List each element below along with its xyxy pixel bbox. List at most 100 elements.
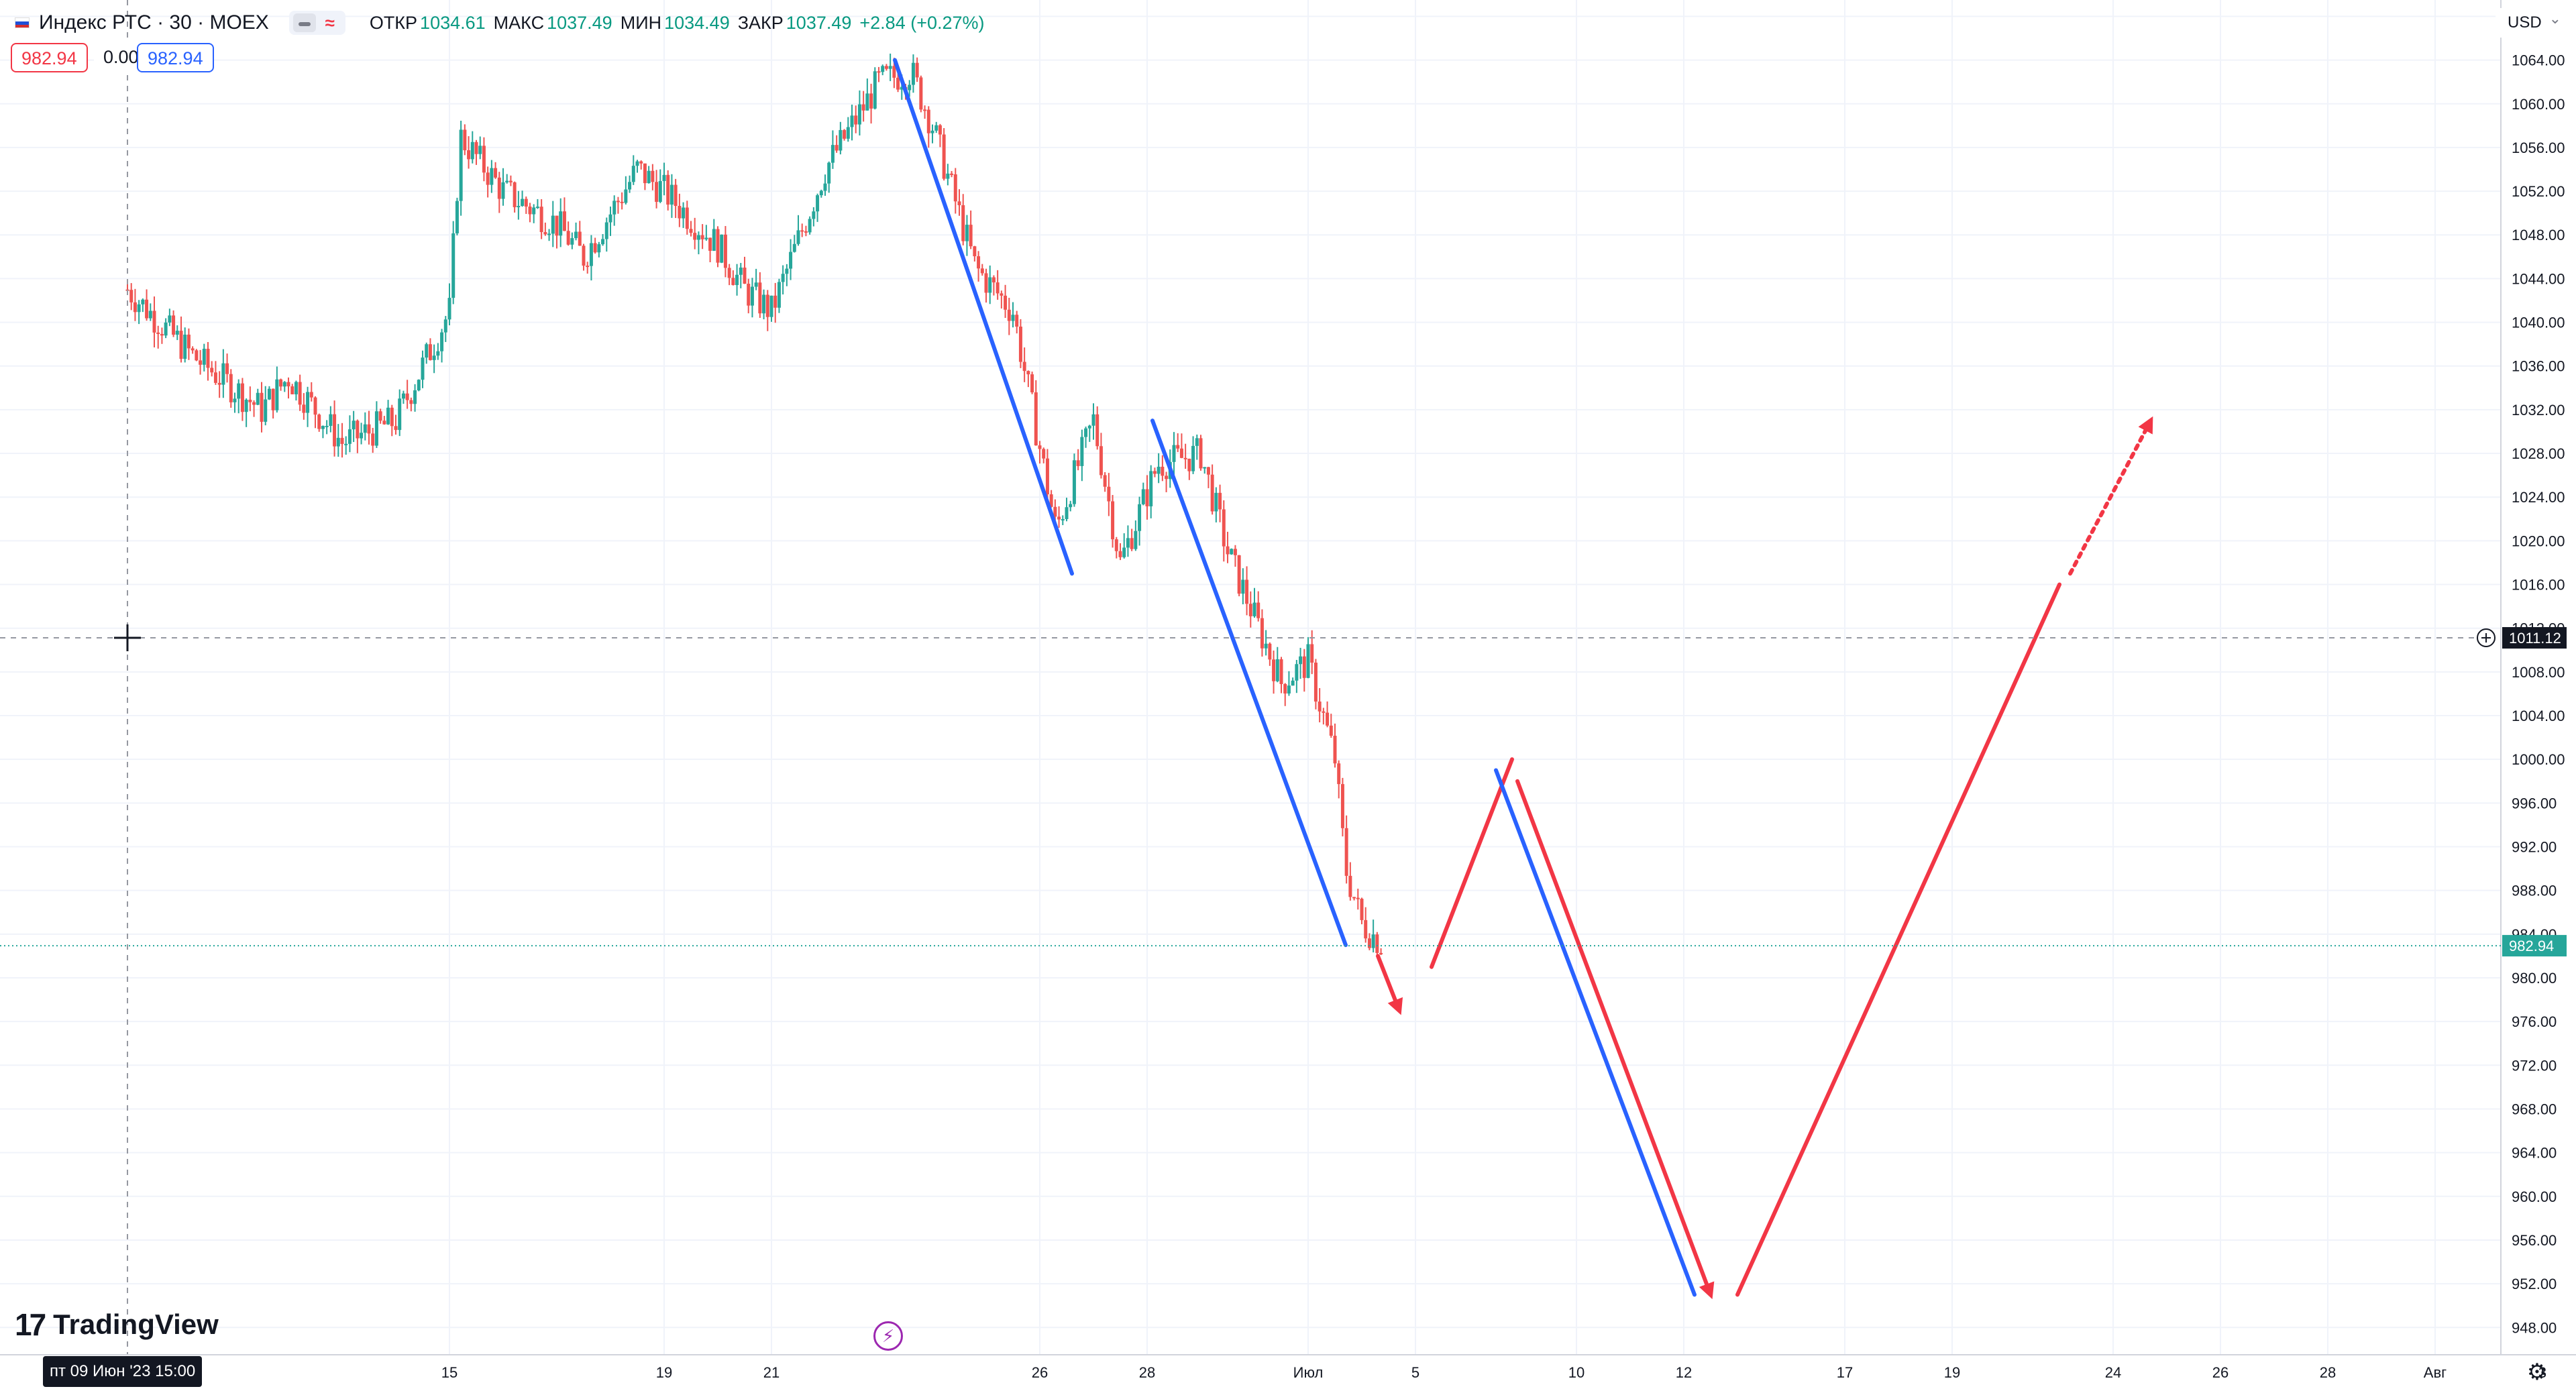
price-tick-label: 1024.00 bbox=[2512, 489, 2565, 506]
candle-body bbox=[758, 282, 762, 314]
wave-icon[interactable]: ≈ bbox=[325, 13, 335, 33]
candle-body bbox=[1118, 551, 1122, 557]
price-tick-label: 1044.00 bbox=[2512, 270, 2565, 287]
candle-body bbox=[1004, 295, 1008, 310]
candle-body bbox=[386, 407, 390, 425]
candle-body bbox=[382, 421, 386, 425]
candle-body bbox=[394, 426, 398, 431]
price-tick-label: 1008.00 bbox=[2512, 664, 2565, 681]
candle-body bbox=[819, 190, 823, 196]
candle-body bbox=[325, 425, 329, 427]
add-alert-icon[interactable] bbox=[2477, 628, 2496, 648]
candle-body bbox=[631, 166, 635, 182]
settings-gear-icon[interactable]: ⚙ bbox=[2526, 1359, 2548, 1385]
event-lightning-icon[interactable]: ⚡ bbox=[873, 1321, 903, 1351]
candle-body bbox=[827, 162, 831, 184]
candle-body bbox=[696, 235, 700, 240]
candle-body bbox=[1114, 539, 1118, 551]
hide-icon[interactable] bbox=[292, 13, 316, 32]
candle-body bbox=[1191, 445, 1195, 471]
currency-select[interactable]: USD bbox=[2496, 4, 2568, 38]
candle-body bbox=[712, 229, 716, 251]
candle-body bbox=[973, 246, 977, 257]
candle-body bbox=[846, 127, 850, 139]
price-tick-label: 980.00 bbox=[2512, 970, 2557, 987]
candle-body bbox=[946, 173, 950, 179]
candle-body bbox=[1126, 538, 1130, 548]
chart-grid bbox=[0, 0, 2543, 1355]
legend-controls[interactable]: ≈ bbox=[288, 11, 345, 35]
candle-body bbox=[1176, 445, 1180, 449]
candle-body bbox=[1313, 663, 1318, 702]
candle-body bbox=[926, 109, 930, 133]
candle-body bbox=[306, 392, 310, 413]
candle-body bbox=[608, 214, 612, 223]
candle-body bbox=[1226, 546, 1230, 555]
candle-body bbox=[716, 229, 720, 263]
candle-body bbox=[195, 350, 199, 361]
buy-price-button[interactable]: 982.94 bbox=[137, 43, 214, 72]
candle-body bbox=[961, 205, 965, 241]
candle-body bbox=[186, 334, 191, 349]
candle-body bbox=[624, 189, 628, 203]
candle-body bbox=[612, 201, 616, 215]
candle-body bbox=[1222, 509, 1226, 547]
candle-body bbox=[329, 414, 333, 426]
price-tick-label: 1028.00 bbox=[2512, 445, 2565, 462]
sell-price-button[interactable]: 982.94 bbox=[11, 43, 88, 72]
candle-body bbox=[908, 85, 912, 91]
candle-body bbox=[374, 411, 378, 446]
candle-body bbox=[1337, 763, 1341, 785]
candle-body bbox=[1107, 486, 1111, 502]
candle-body bbox=[574, 231, 578, 239]
crosshair-price-label: 1011.12 bbox=[2509, 630, 2561, 647]
candle-body bbox=[1352, 897, 1356, 899]
candle-body bbox=[1279, 659, 1283, 684]
candle-body bbox=[604, 222, 608, 239]
candle-body bbox=[700, 235, 704, 239]
candle-body bbox=[685, 207, 689, 229]
candle-body bbox=[1065, 507, 1069, 519]
candle-body bbox=[482, 146, 486, 173]
candle-body bbox=[938, 125, 942, 135]
red-trend-line bbox=[2068, 416, 2153, 576]
candle-body bbox=[360, 433, 364, 439]
candle-body bbox=[1260, 618, 1264, 649]
candle-body bbox=[1364, 919, 1368, 939]
price-tick-label: 972.00 bbox=[2512, 1057, 2557, 1074]
candle-body bbox=[356, 421, 360, 439]
red-trend-line bbox=[1376, 954, 1403, 1015]
time-tick-label: 28 bbox=[1139, 1364, 1155, 1381]
candle-body bbox=[1275, 659, 1279, 681]
candle-body bbox=[1152, 471, 1157, 474]
candle-body bbox=[957, 201, 961, 205]
candle-body bbox=[233, 398, 237, 402]
candle-body bbox=[390, 407, 394, 427]
candle-body bbox=[977, 256, 981, 269]
candle-body bbox=[1329, 725, 1333, 736]
candle-body bbox=[279, 379, 283, 387]
candle-body bbox=[321, 426, 325, 429]
candle-body bbox=[202, 349, 206, 365]
candle-body bbox=[1130, 538, 1134, 549]
candle-body bbox=[739, 267, 743, 275]
tradingview-logo[interactable]: 17 TradingView bbox=[15, 1307, 219, 1342]
candle-body bbox=[877, 71, 881, 73]
candle-body bbox=[260, 392, 264, 422]
candle-body bbox=[854, 115, 858, 125]
candle-body bbox=[363, 424, 367, 433]
candle-body bbox=[447, 298, 451, 320]
time-tick-label: 10 bbox=[1568, 1364, 1585, 1381]
price-tick-label: 960.00 bbox=[2512, 1188, 2557, 1205]
symbol-title[interactable]: Индекс РТС · 30 · MOEX bbox=[39, 11, 269, 34]
candle-body bbox=[221, 363, 225, 385]
candle-body bbox=[873, 71, 877, 109]
candle-body bbox=[1371, 934, 1375, 948]
candle-body bbox=[1256, 602, 1260, 618]
candle-body bbox=[1187, 458, 1191, 471]
candle-body bbox=[1283, 683, 1287, 694]
candle-body bbox=[1134, 531, 1138, 549]
candle-body bbox=[593, 243, 597, 253]
candle-body bbox=[769, 295, 773, 317]
